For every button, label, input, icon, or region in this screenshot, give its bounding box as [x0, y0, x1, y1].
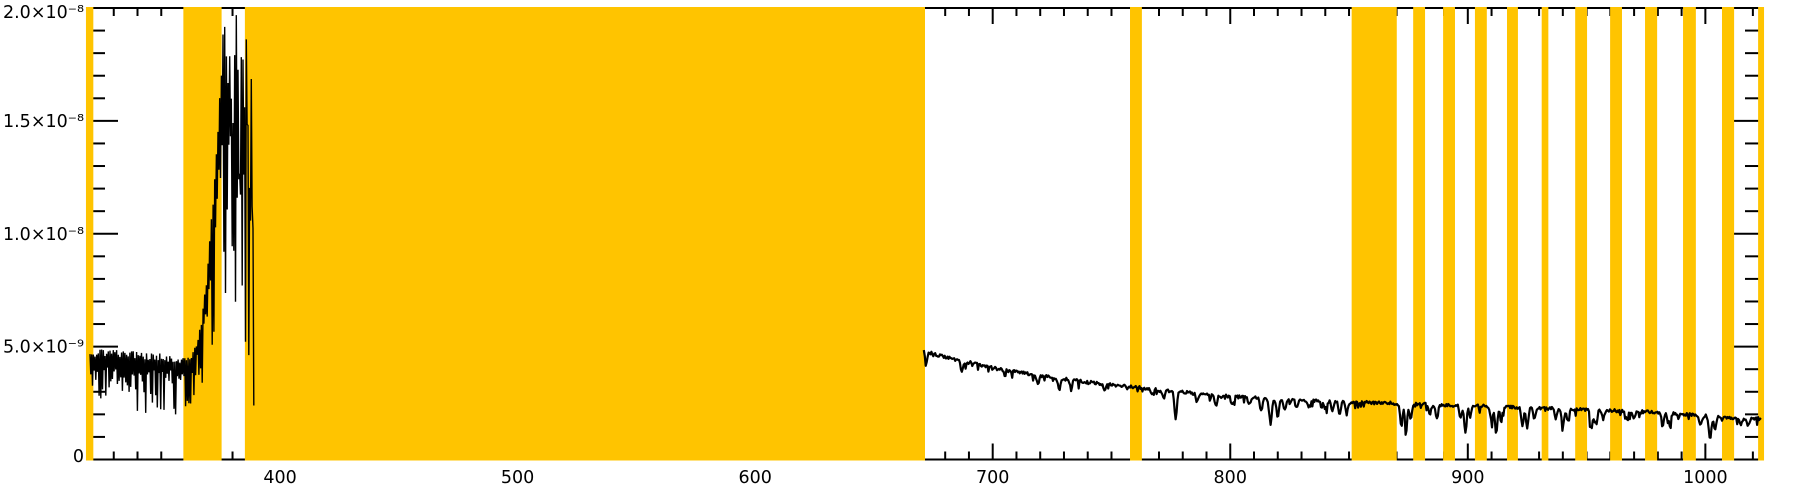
x-axis-tick-label: 900 [1451, 468, 1484, 488]
mask-band [1683, 7, 1696, 461]
y-axis-tick-label: 0 [73, 447, 84, 467]
mask-band [1474, 7, 1487, 461]
mask-band [85, 7, 94, 461]
y-axis-tick-label: 2.0×10⁻⁸ [3, 3, 84, 23]
y-axis-tick-label: 1.0×10⁻⁸ [3, 225, 84, 245]
mask-band [1645, 7, 1658, 461]
mask-band [1413, 7, 1426, 461]
x-axis-tick-label: 1000 [1683, 468, 1728, 488]
mask-band [1130, 7, 1142, 461]
mask-band [1507, 7, 1518, 461]
x-axis-tick-label: 600 [738, 468, 771, 488]
mask-band [1541, 7, 1549, 461]
mask-band [1610, 7, 1622, 461]
x-axis-tick-label: 700 [976, 468, 1009, 488]
x-axis-tick-label: 500 [501, 468, 534, 488]
mask-band [1351, 7, 1397, 461]
y-axis-tick-label: 1.5×10⁻⁸ [3, 112, 84, 132]
spectrum-noisy-segment [89, 15, 255, 415]
mask-band [1758, 7, 1765, 461]
mask-band [1721, 7, 1735, 461]
spectrum-smooth-segment [922, 349, 1762, 439]
x-axis-tick-label: 400 [263, 468, 296, 488]
y-axis-tick-label: 5.0×10⁻⁹ [3, 338, 84, 358]
mask-band [244, 7, 926, 461]
mask-band [1443, 7, 1455, 461]
mask-band [1575, 7, 1588, 461]
x-axis-tick-label: 800 [1214, 468, 1247, 488]
